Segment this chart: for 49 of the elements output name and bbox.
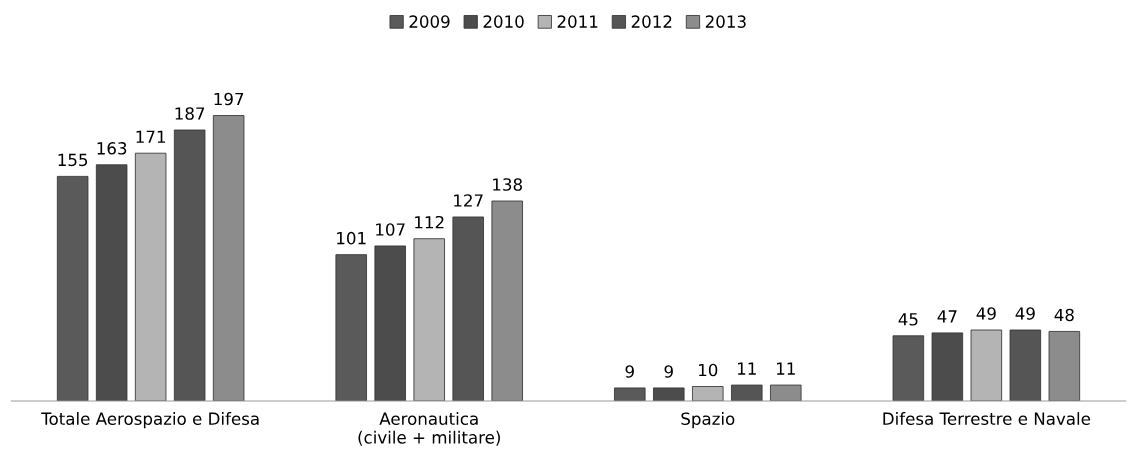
data-label: 163 xyxy=(97,142,127,155)
data-label: 101 xyxy=(337,231,366,245)
bar xyxy=(452,216,484,401)
data-label: 107 xyxy=(376,223,405,236)
bar xyxy=(614,387,646,401)
data-label: 171 xyxy=(136,130,166,143)
bar xyxy=(931,332,964,401)
data-label: 155 xyxy=(58,153,88,167)
data-label: 49 xyxy=(976,307,996,320)
bar xyxy=(374,245,406,401)
bar xyxy=(173,129,206,401)
bar xyxy=(413,238,445,401)
bar xyxy=(970,329,1003,401)
bar xyxy=(56,175,89,401)
bar xyxy=(692,386,724,401)
x-tick-label: Difesa Terrestre e Navale xyxy=(883,412,1091,426)
data-label: 11 xyxy=(777,362,795,375)
data-label: 49 xyxy=(1015,307,1035,320)
data-label: 11 xyxy=(738,362,756,375)
bar xyxy=(1009,329,1042,401)
legend-label: 2009 xyxy=(409,15,450,28)
data-label: 138 xyxy=(493,178,522,191)
data-label: 197 xyxy=(214,92,244,106)
legend-label: 2013 xyxy=(705,15,746,28)
data-label: 47 xyxy=(937,310,957,323)
legend-label: 2010 xyxy=(483,15,524,28)
bar xyxy=(335,254,367,401)
x-tick-label: Spazio xyxy=(681,412,735,429)
bar xyxy=(491,200,523,401)
data-label: 9 xyxy=(664,365,673,378)
data-label: 10 xyxy=(699,363,718,377)
data-label: 9 xyxy=(625,365,634,378)
bar xyxy=(892,335,925,401)
data-label: 112 xyxy=(415,215,444,229)
legend-label: 2011 xyxy=(557,15,598,28)
legend-label: 2012 xyxy=(631,15,672,28)
bar xyxy=(95,164,128,401)
bar xyxy=(770,384,802,401)
bar xyxy=(212,115,245,401)
bar xyxy=(134,152,167,401)
x-tick-label: Totale Aerospazio e Difesa xyxy=(41,412,259,429)
data-label: 187 xyxy=(175,107,205,120)
bar xyxy=(731,384,763,401)
data-label: 45 xyxy=(898,313,918,326)
bar xyxy=(1048,331,1081,401)
bar xyxy=(653,387,685,401)
x-tick-label: Aeronautica (civile + militare) xyxy=(358,412,500,446)
data-label: 48 xyxy=(1054,308,1074,322)
data-label: 127 xyxy=(454,194,483,207)
